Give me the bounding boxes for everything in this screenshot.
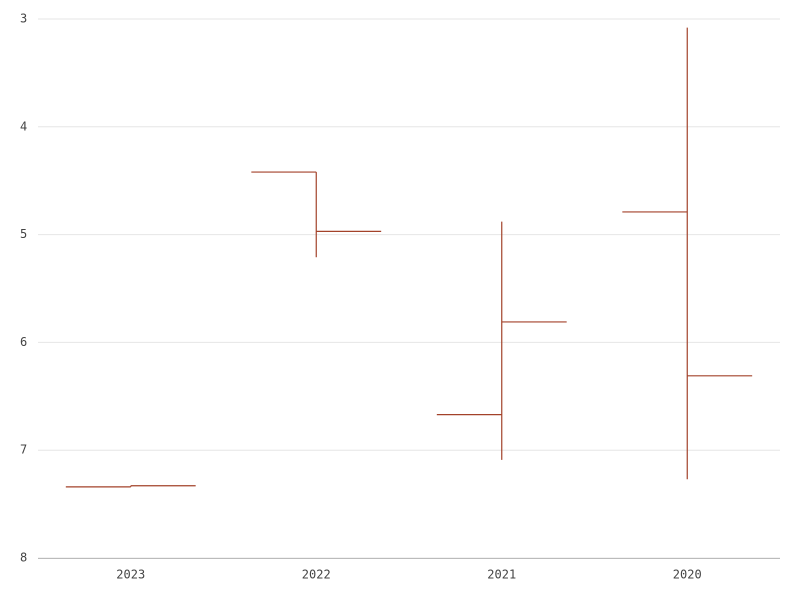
y-tick-label: 5 bbox=[20, 227, 27, 241]
y-tick-label: 4 bbox=[20, 119, 27, 133]
x-tick-label: 2020 bbox=[673, 568, 702, 582]
y-tick-label: 8 bbox=[20, 551, 27, 565]
y-tick-label: 7 bbox=[20, 443, 27, 457]
x-tick-label: 2023 bbox=[116, 568, 145, 582]
y-tick-label: 3 bbox=[20, 12, 27, 26]
x-tick-label: 2022 bbox=[302, 568, 331, 582]
x-tick-label: 2021 bbox=[487, 568, 516, 582]
y-tick-label: 6 bbox=[20, 335, 27, 349]
